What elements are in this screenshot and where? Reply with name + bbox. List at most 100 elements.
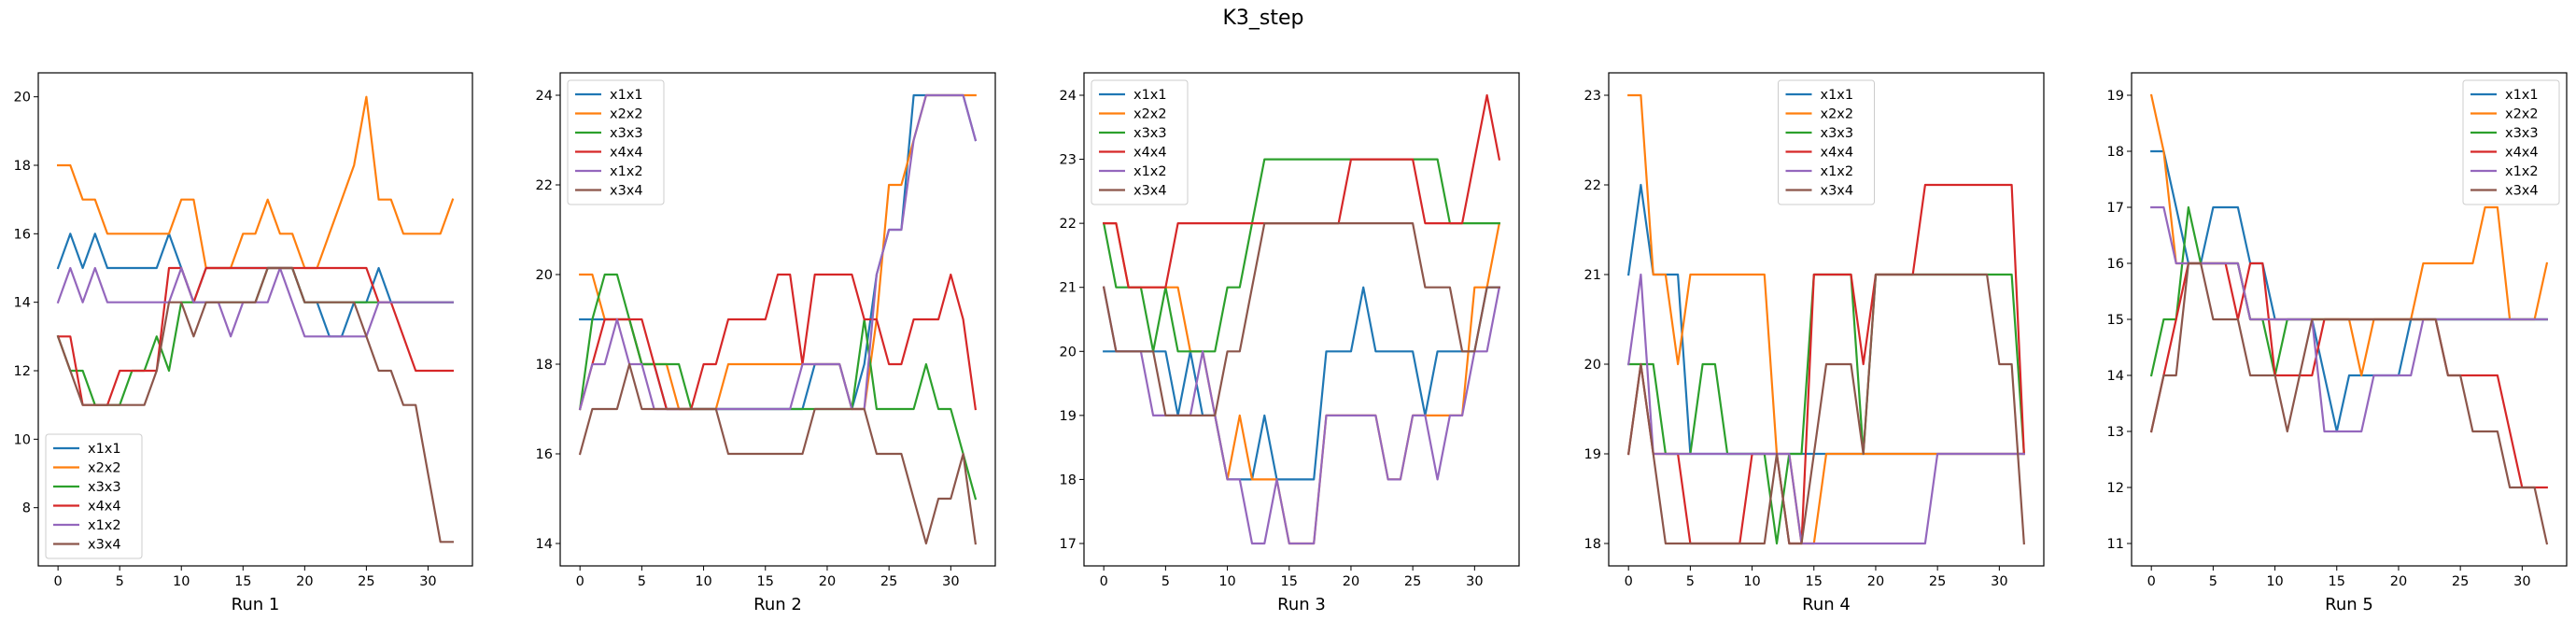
x-axis-label: Run 3 (1277, 595, 1326, 614)
x-tick-label: 20 (819, 574, 836, 589)
legend-label-x1x2: x1x2 (610, 164, 643, 179)
series-line-x3x4 (56, 266, 454, 543)
legend-label-x3x3: x3x3 (1133, 126, 1167, 141)
legend: x1x1 x2x2 x3x3 x4x4 x1x2 x3x4 (1778, 79, 1875, 205)
y-tick-label: 10 (14, 432, 31, 447)
legend-label-x1x2: x1x2 (1821, 164, 1854, 179)
y-tick-label: 17 (2107, 201, 2124, 216)
series-line-x3x4 (578, 362, 978, 545)
legend: x1x1 x2x2 x3x3 x4x4 x1x2 x3x4 (1091, 79, 1189, 205)
figure-title: K3_step (1222, 7, 1303, 30)
y-tick-label: 21 (1060, 281, 1077, 296)
x-tick-label: 0 (1100, 574, 1108, 589)
legend-label-x3x4: x3x4 (1821, 184, 1854, 199)
y-tick-label: 23 (1060, 153, 1077, 168)
legend-label-x3x4: x3x4 (88, 538, 121, 553)
x-tick-label: 0 (54, 574, 63, 589)
legend-label-x3x3: x3x3 (1821, 126, 1854, 141)
x-tick-label: 30 (2513, 574, 2530, 589)
y-tick-label: 18 (2107, 145, 2124, 160)
legend: x1x1 x2x2 x3x3 x4x4 x1x2 x3x4 (45, 433, 143, 559)
legend-label-x4x4: x4x4 (88, 500, 121, 515)
y-tick-label: 21 (1584, 268, 1601, 283)
x-tick-label: 20 (1343, 574, 1359, 589)
y-tick-label: 24 (536, 89, 553, 104)
series-line-x3x3 (1102, 158, 1500, 353)
subplot-run-2: 0 5 10 15 20 25 30 14 16 18 20 22 24 Run 2 x1x1 x2x2 x3x… (536, 72, 996, 614)
y-tick-label: 18 (1060, 473, 1077, 487)
x-tick-label: 20 (296, 574, 313, 589)
series-line-x1x1 (56, 233, 454, 338)
legend-box (45, 433, 143, 559)
y-tick-label: 16 (2107, 257, 2124, 272)
x-tick-label: 15 (234, 574, 251, 589)
series-line-x1x2 (2150, 205, 2548, 433)
legend-box (1091, 79, 1189, 205)
y-tick-label: 12 (14, 364, 31, 379)
x-tick-label: 15 (1806, 574, 1823, 589)
legend-label-x3x3: x3x3 (610, 126, 643, 141)
series-line-x3x3 (2149, 205, 2548, 377)
y-tick-label: 18 (1584, 537, 1601, 552)
legend-label-x1x2: x1x2 (88, 518, 121, 533)
legend-box (2462, 79, 2560, 205)
x-tick-label: 0 (1625, 574, 1633, 589)
legend-label-x2x2: x2x2 (610, 107, 643, 122)
legend-label-x1x1: x1x1 (2505, 88, 2539, 103)
x-tick-label: 20 (2390, 574, 2407, 589)
y-tick-label: 18 (536, 358, 553, 373)
legend-label-x1x1: x1x1 (88, 442, 121, 457)
y-tick-label: 20 (1060, 345, 1077, 360)
legend-label-x1x1: x1x1 (1133, 88, 1167, 103)
series-line-x3x4 (1626, 273, 2025, 545)
legend-label-x3x4: x3x4 (610, 184, 643, 199)
legend-label-x3x3: x3x3 (88, 480, 121, 495)
y-tick-label: 19 (2107, 89, 2124, 104)
legend-label-x4x4: x4x4 (1821, 146, 1854, 161)
y-tick-label: 24 (1060, 89, 1077, 104)
x-tick-label: 5 (2209, 574, 2217, 589)
x-tick-label: 5 (1161, 574, 1170, 589)
subplot-run-4: 0 5 10 15 20 25 30 18 19 20 21 22 23 Run 4 x1x1 x2x2 x3x… (1584, 72, 2045, 614)
legend-label-x4x4: x4x4 (2505, 146, 2539, 161)
x-tick-label: 0 (576, 574, 584, 589)
y-tick-label: 19 (1584, 447, 1601, 462)
x-tick-label: 15 (1281, 574, 1298, 589)
x-axis-label: Run 1 (232, 595, 280, 614)
legend-label-x4x4: x4x4 (610, 146, 643, 161)
y-tick-label: 14 (536, 537, 553, 552)
x-tick-label: 15 (757, 574, 774, 589)
legend-label-x3x4: x3x4 (1133, 184, 1167, 199)
x-tick-label: 25 (880, 574, 897, 589)
x-tick-label: 25 (1404, 574, 1421, 589)
x-tick-label: 30 (942, 574, 959, 589)
legend-label-x2x2: x2x2 (1821, 107, 1854, 122)
axes-frame (37, 72, 473, 567)
y-tick-label: 8 (22, 501, 31, 516)
y-tick-label: 15 (2107, 313, 2124, 328)
subplot-run-3: 0 5 10 15 20 25 30 17 18 19 20 21 22 23 24 Run 3 x1x1 x2x… (1060, 72, 1520, 614)
legend-box (1778, 79, 1875, 205)
subplot-run-1: 0 5 10 15 20 25 30 8 10 12 14 16 18 20 Run 1 x1x1 x2x2 x3… (14, 72, 473, 614)
series-line-x2x2 (1103, 221, 1501, 545)
series-line-x2x2 (56, 95, 455, 270)
legend-label-x1x2: x1x2 (1133, 164, 1167, 179)
x-tick-label: 20 (1867, 574, 1884, 589)
subplot-panels: 0 5 10 15 20 25 30 8 10 12 14 16 18 20 Run 1 x1x1 x2x2 x3… (14, 72, 2568, 614)
legend-label-x1x1: x1x1 (1821, 88, 1854, 103)
legend-label-x4x4: x4x4 (1133, 146, 1167, 161)
x-tick-label: 30 (1466, 574, 1483, 589)
series-line-x3x4 (1102, 222, 1500, 416)
x-axis-label: Run 4 (1802, 595, 1851, 614)
x-axis-label: Run 5 (2325, 595, 2373, 614)
y-tick-label: 22 (536, 178, 553, 193)
y-tick-label: 12 (2107, 481, 2124, 496)
series-line-x1x1 (1103, 286, 1500, 481)
y-tick-label: 14 (2107, 369, 2124, 384)
x-tick-label: 30 (1991, 574, 2007, 589)
legend-label-x2x2: x2x2 (2505, 107, 2539, 122)
series-line-x4x4 (578, 273, 978, 411)
axes-frame (1608, 72, 2045, 567)
